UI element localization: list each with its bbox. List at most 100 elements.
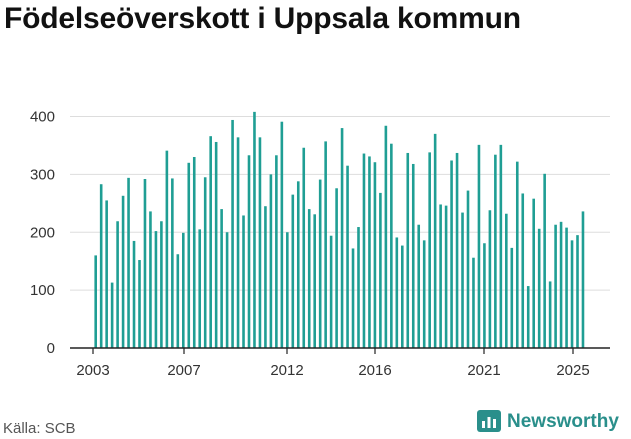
newsworthy-logo: Newsworthy — [477, 410, 619, 434]
bar — [203, 177, 207, 348]
bar-chart: 0 100 200 300 400 2003 2007 2012 2016 2021 2025 — [30, 109, 610, 379]
bar — [559, 221, 563, 348]
bar — [351, 248, 355, 348]
bar — [329, 235, 333, 348]
bar — [160, 221, 163, 348]
newsworthy-icon — [477, 410, 501, 432]
bar — [406, 152, 410, 348]
x-tick-label: 2016 — [358, 362, 391, 379]
bar — [313, 214, 316, 348]
x-tick-label: 2007 — [167, 362, 200, 379]
bar — [110, 282, 114, 348]
bar — [510, 247, 514, 348]
bar — [165, 150, 169, 348]
bar — [444, 205, 448, 348]
bar — [247, 155, 251, 348]
bar — [318, 179, 322, 348]
bar — [455, 152, 459, 348]
bar — [171, 178, 174, 348]
bar — [264, 206, 267, 348]
bar — [324, 141, 327, 348]
bar — [521, 193, 525, 348]
y-gridlines — [70, 116, 610, 291]
bar — [269, 174, 273, 349]
bar — [214, 141, 218, 348]
bar — [401, 245, 404, 348]
bar — [581, 211, 585, 348]
bar — [515, 161, 519, 348]
bar — [548, 281, 552, 348]
bar — [307, 209, 311, 348]
bar — [537, 228, 541, 348]
bar — [461, 212, 464, 348]
bar — [543, 173, 546, 348]
brand-name: Newsworthy — [507, 411, 619, 432]
bar — [570, 240, 574, 348]
bar — [390, 143, 393, 348]
bar — [121, 195, 125, 348]
bar — [132, 240, 136, 348]
x-axis-ticks: 2003 2007 2012 2016 2021 2025 — [76, 348, 590, 379]
x-tick-label: 2021 — [467, 362, 500, 379]
bar — [286, 232, 289, 348]
y-tick-label: 400 — [30, 109, 55, 126]
bar — [296, 181, 300, 348]
bar — [138, 260, 141, 348]
bar — [291, 194, 295, 348]
bar-series — [94, 111, 585, 349]
bar — [362, 153, 366, 348]
bar — [450, 160, 453, 348]
bar — [275, 155, 278, 348]
y-tick-label: 100 — [30, 282, 55, 299]
source-note: Källa: SCB — [3, 420, 76, 437]
bar — [187, 162, 191, 348]
bar — [373, 162, 377, 348]
bar — [231, 119, 234, 348]
y-tick-label: 300 — [30, 166, 55, 183]
bar — [532, 198, 535, 348]
y-tick-label: 0 — [47, 340, 55, 357]
bar — [384, 125, 388, 348]
bar — [417, 224, 421, 348]
bar — [357, 227, 360, 348]
x-tick-label: 2025 — [556, 362, 589, 379]
bar — [346, 165, 349, 348]
bar — [154, 231, 158, 348]
x-tick-label: 2003 — [76, 362, 109, 379]
bar — [576, 235, 579, 348]
bar — [422, 240, 426, 348]
bar — [99, 184, 103, 348]
bar — [225, 232, 229, 348]
bar — [280, 121, 284, 349]
bar — [499, 144, 503, 348]
bar — [236, 137, 240, 348]
bar — [94, 255, 97, 348]
chart-title: Födelseöverskott i Uppsala kommun — [4, 2, 521, 35]
bar — [116, 221, 119, 348]
bar — [302, 147, 306, 348]
bar — [526, 286, 530, 348]
bar — [565, 227, 568, 348]
bar — [488, 210, 492, 348]
bar — [439, 204, 442, 348]
bar — [220, 209, 223, 348]
bar — [395, 237, 399, 348]
bar — [494, 154, 497, 348]
bar — [209, 136, 212, 348]
y-tick-label: 200 — [30, 224, 55, 241]
bar — [379, 192, 382, 348]
bar — [258, 137, 262, 348]
bar — [477, 144, 481, 348]
bar — [143, 179, 147, 348]
x-tick-label: 2012 — [270, 362, 303, 379]
bar — [105, 200, 108, 348]
bar — [335, 188, 338, 348]
bar — [242, 215, 245, 348]
bar — [198, 229, 202, 348]
bar — [554, 224, 557, 348]
bar — [472, 257, 475, 348]
bar — [253, 111, 256, 349]
bar — [176, 254, 180, 348]
bar — [466, 190, 470, 348]
y-axis-ticks: 0 100 200 300 400 — [30, 109, 55, 358]
